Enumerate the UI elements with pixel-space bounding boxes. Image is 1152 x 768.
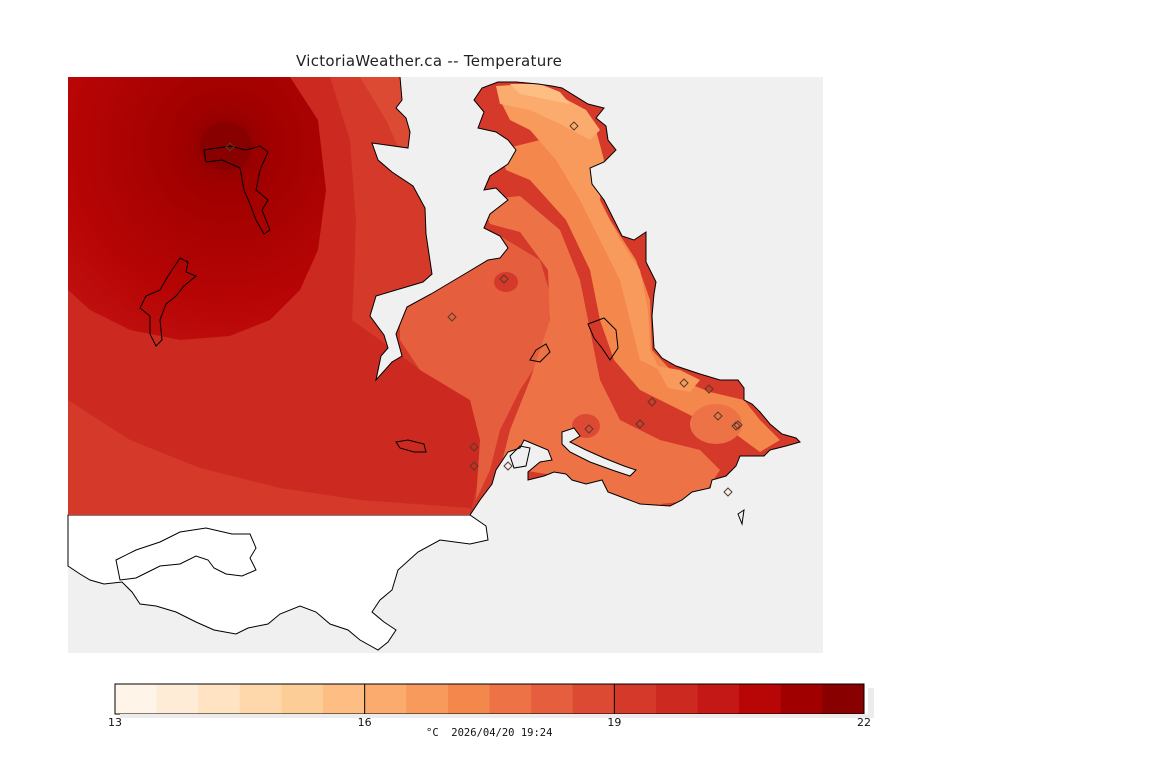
diamond-icon[interactable] [723, 487, 733, 497]
temp-hotspot-core [200, 122, 252, 170]
colorbar-swatch [156, 684, 199, 714]
diamond-icon[interactable] [503, 461, 513, 471]
island-discovery [737, 508, 745, 526]
coastline-sooke-basin [509, 445, 531, 469]
map-title: VictoriaWeather.ca -- Temperature [296, 52, 563, 70]
colorbar-swatch [531, 684, 574, 714]
diamond-icon[interactable] [447, 312, 457, 322]
colorbar-swatch [655, 684, 699, 714]
colorbar-swatch [780, 684, 823, 714]
diamond-icon[interactable] [679, 378, 689, 388]
colorbar-swatch [447, 684, 490, 714]
diamond-icon[interactable] [635, 419, 645, 429]
colorbar-swatch [572, 684, 615, 714]
colorbar-swatch [198, 684, 241, 714]
temp-hotspot-oakbay [690, 404, 742, 444]
diamond-icon[interactable] [584, 424, 594, 434]
temp-band-fd [510, 84, 570, 104]
temp-band-saanich-mid [400, 236, 552, 500]
station-markers [225, 121, 743, 497]
colorbar-swatch [364, 684, 407, 714]
diamond-icon[interactable] [569, 121, 579, 131]
temp-band-southwest [68, 400, 470, 515]
colorbar-swatch [323, 684, 366, 714]
temp-band-f8 [500, 96, 660, 370]
temp-band-fc [496, 84, 600, 140]
diamond-icon[interactable] [731, 421, 741, 431]
coastline-vancouver-island [369, 76, 801, 516]
island-james [395, 439, 427, 453]
colorbar-swatch [697, 684, 740, 714]
island-sidney [529, 343, 551, 363]
colorbar-swatch [614, 684, 657, 714]
temp-band-ed [480, 196, 720, 506]
diamond-icon[interactable] [499, 274, 509, 284]
colorbar-swatch [489, 684, 532, 714]
colorbar-swatch [115, 684, 158, 714]
inlet-esquimalt [561, 427, 637, 477]
units-timestamp-caption: °C 2026/04/20 19:24 [426, 727, 553, 739]
land-interior-coast [115, 527, 257, 581]
colorbar-swatch [822, 684, 865, 714]
temp-band-east-light [656, 366, 700, 392]
diamond-icon[interactable] [733, 420, 743, 430]
diamond-icon[interactable] [225, 142, 235, 152]
colorbar-swatch [739, 684, 782, 714]
temp-band-west-hot [68, 77, 326, 340]
colorbar-swatches [115, 684, 865, 714]
diamond-icon[interactable] [469, 461, 479, 471]
temp-band-dd [360, 77, 410, 160]
lake-shawnigan [139, 257, 197, 347]
diamond-icon[interactable] [647, 397, 657, 407]
temp-band-d4 [330, 77, 430, 300]
diamond-icon[interactable] [704, 384, 714, 394]
lake-cowichan [203, 145, 271, 235]
colorbar-swatch [406, 684, 449, 714]
diamond-icon[interactable] [469, 442, 479, 452]
lake-elk [587, 317, 619, 361]
temp-hotspot-colwood [572, 414, 600, 438]
diamond-icon[interactable] [713, 411, 723, 421]
temp-hotspot-brentwood [494, 272, 518, 292]
colorbar-swatch [239, 684, 282, 714]
colorbar-swatch [281, 684, 324, 714]
